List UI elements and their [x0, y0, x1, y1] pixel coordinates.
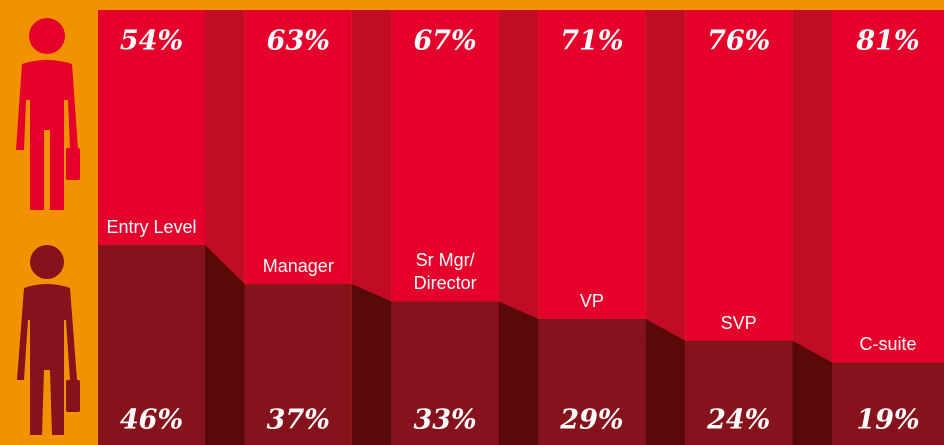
men-value-label: 54%	[120, 26, 183, 57]
men-value-label: 71%	[560, 26, 623, 57]
women-bar	[244, 284, 352, 445]
women-value-label: 37%	[267, 405, 330, 436]
women-value-label: 24%	[706, 405, 770, 436]
gap-bottom	[645, 318, 686, 445]
men-bar	[832, 10, 944, 363]
gap-bottom	[351, 284, 392, 445]
women-value-label: 33%	[413, 405, 476, 436]
men-bar	[244, 10, 352, 285]
category-label: VP	[579, 290, 604, 311]
men-value-label: 67%	[413, 26, 476, 57]
women-bar	[538, 318, 646, 445]
women-bar	[832, 362, 944, 445]
category-label: Manager	[262, 256, 334, 277]
category-label: SVP	[720, 312, 757, 333]
women-bar	[391, 301, 499, 445]
men-bar	[98, 10, 205, 245]
women-value-label: 29%	[559, 405, 623, 436]
woman-icon	[17, 245, 80, 435]
category-label: Entry Level	[106, 216, 197, 237]
women-value-label: 19%	[856, 405, 919, 436]
women-value-label: 46%	[120, 405, 183, 436]
gap-bottom	[792, 340, 832, 445]
man-icon	[16, 18, 80, 210]
category-label: Sr Mgr/ Director	[413, 250, 477, 294]
category-label: C-suite	[859, 334, 917, 355]
men-bar	[391, 10, 499, 302]
women-bar	[685, 340, 793, 445]
men-bar	[538, 10, 646, 319]
gap-bottom	[205, 244, 245, 445]
women-bar	[98, 244, 205, 445]
men-bar	[685, 10, 793, 341]
men-value-label: 81%	[855, 26, 919, 57]
men-value-label: 76%	[707, 26, 770, 57]
men-value-label: 63%	[267, 26, 330, 57]
gap-bottom	[498, 301, 539, 445]
